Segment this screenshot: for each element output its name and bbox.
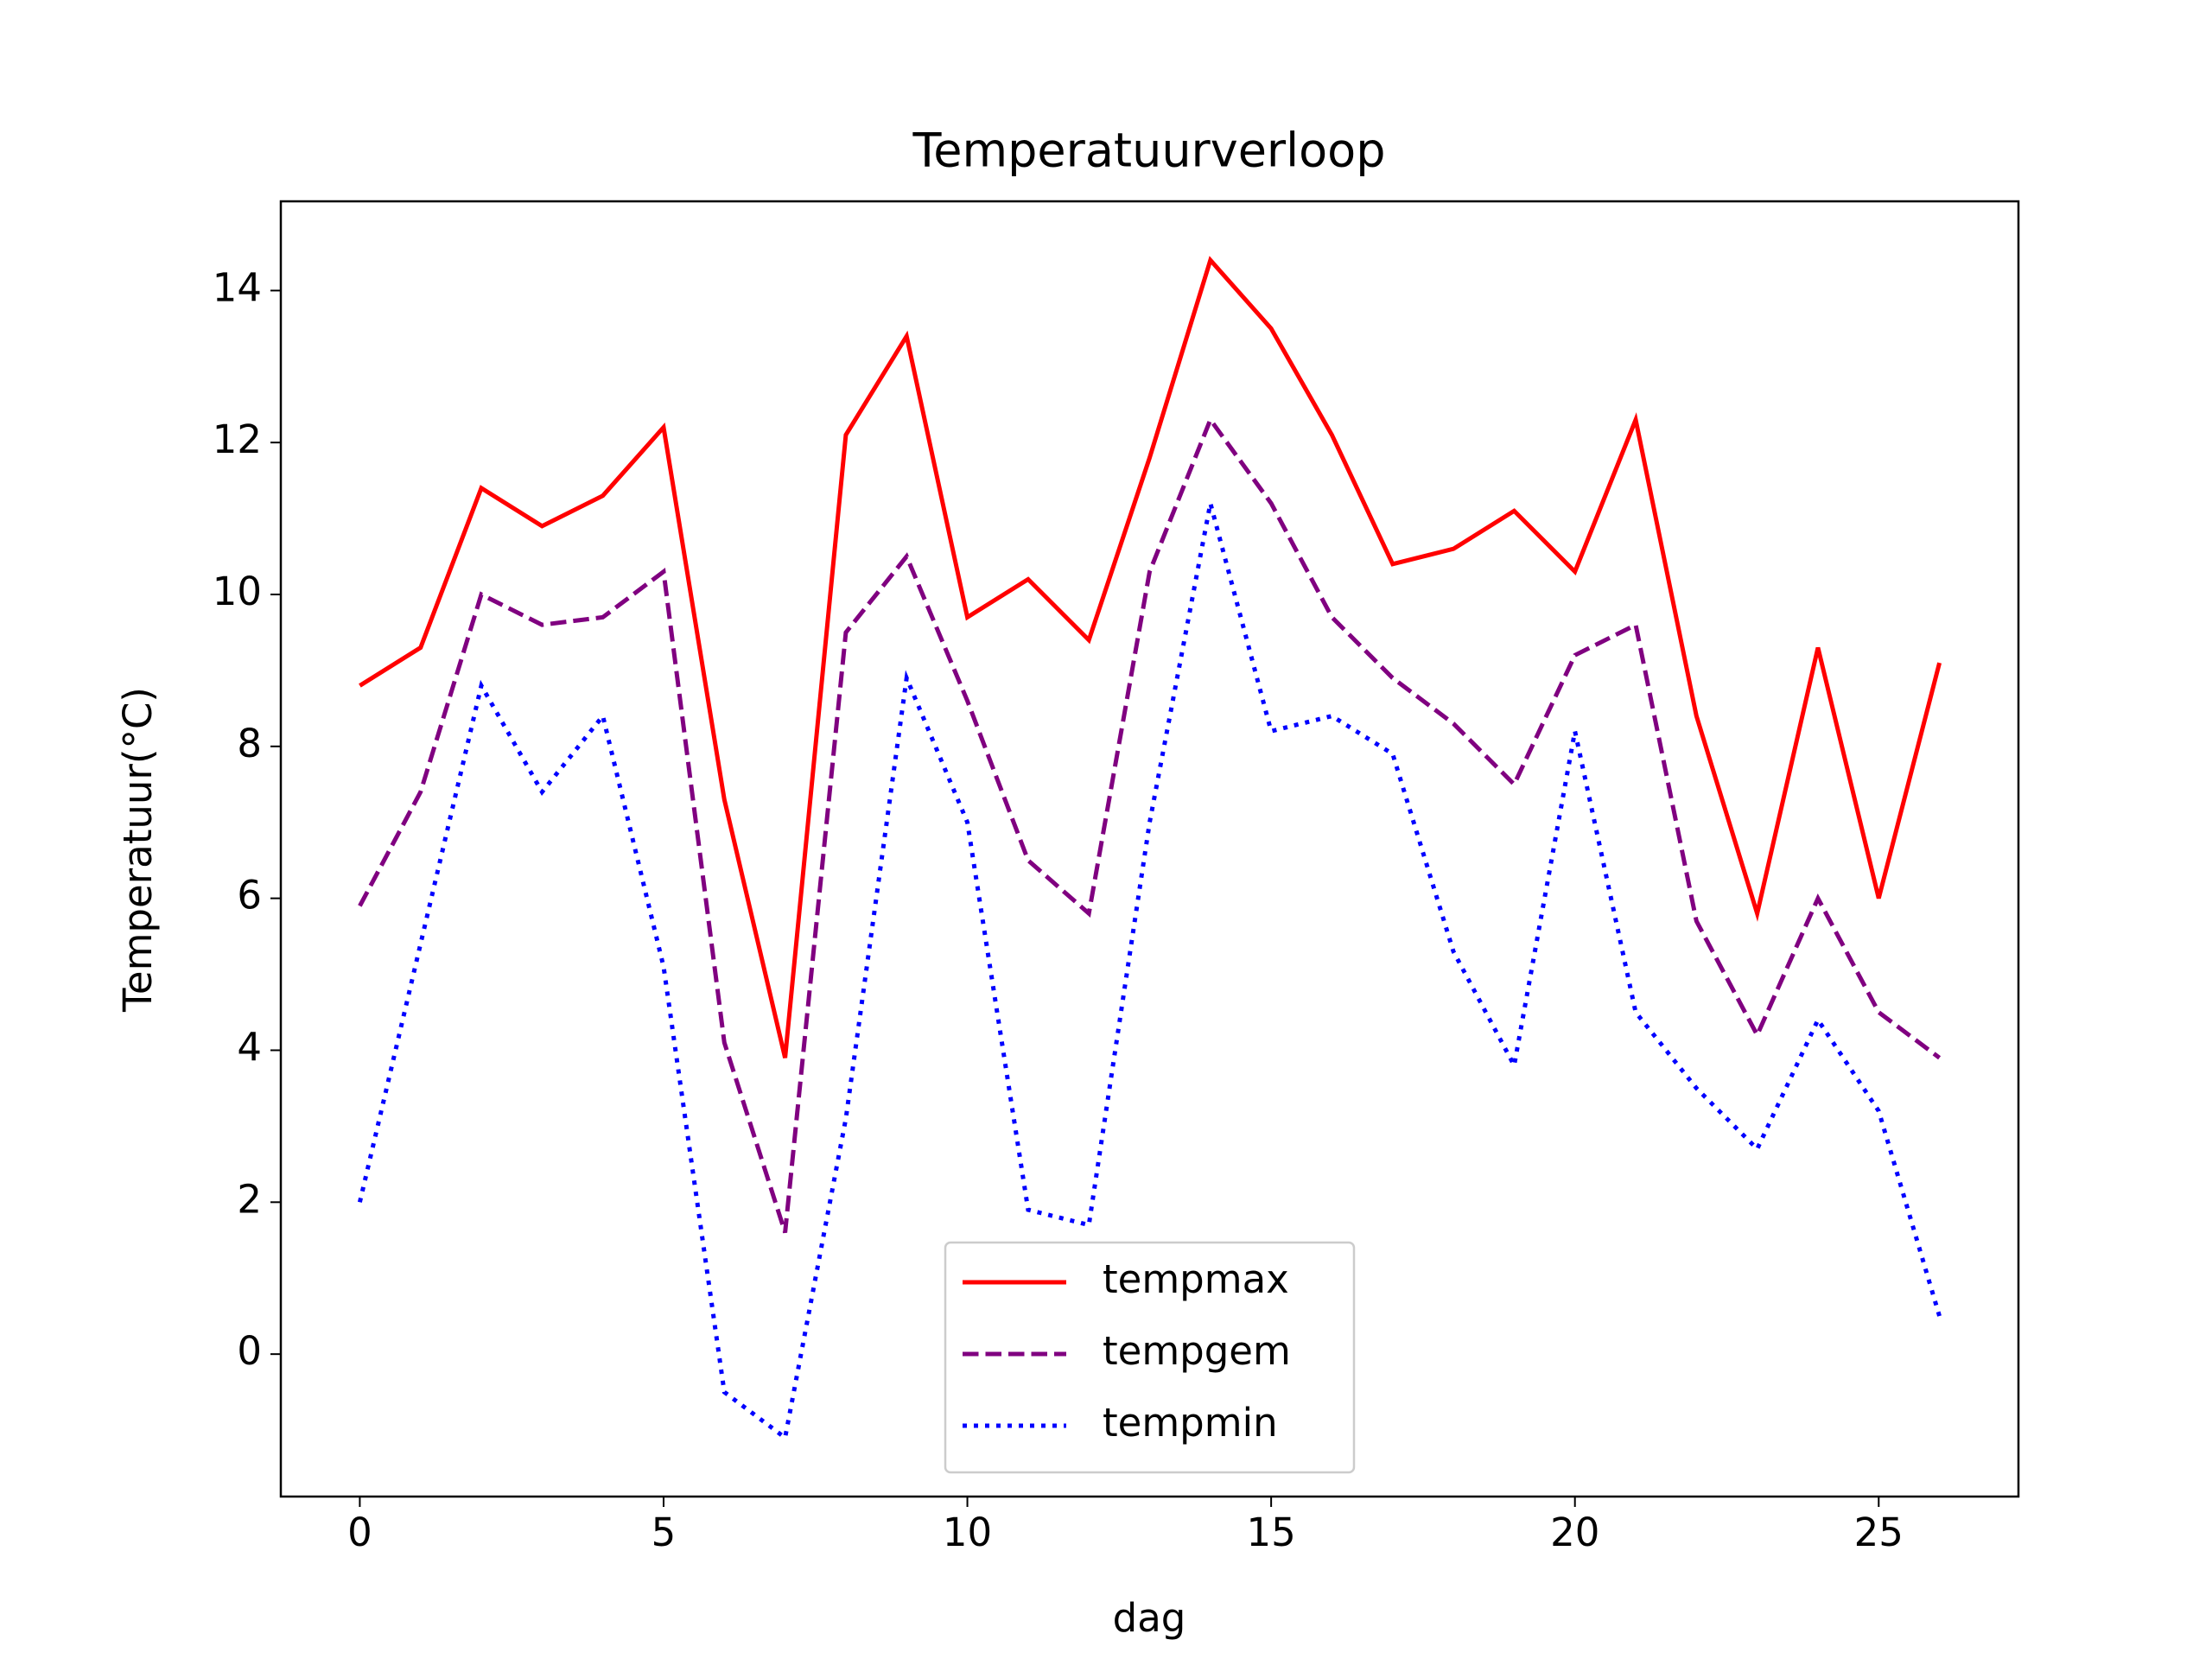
legend-label: tempmax xyxy=(1103,1256,1289,1302)
y-tick-label: 14 xyxy=(213,264,262,310)
y-tick-label: 0 xyxy=(237,1328,262,1374)
x-tick-label: 15 xyxy=(1246,1510,1295,1555)
x-tick-label: 0 xyxy=(347,1510,372,1555)
x-tick-label: 25 xyxy=(1854,1510,1904,1555)
y-tick-label: 12 xyxy=(213,416,262,462)
x-axis-label: dag xyxy=(1113,1595,1186,1641)
data-line xyxy=(357,502,1942,1442)
y-tick-label: 10 xyxy=(213,569,262,614)
data-line xyxy=(359,256,1942,1058)
x-tick-label: 10 xyxy=(943,1510,992,1555)
axes-frame xyxy=(279,200,2020,1498)
y-tick-label: 6 xyxy=(237,873,262,918)
chart-title: Temperatuurverloop xyxy=(912,124,1386,178)
y-tick-label: 8 xyxy=(237,721,262,766)
y-axis-label: Temperatuur(°C) xyxy=(115,687,161,1013)
legend-label: tempmin xyxy=(1103,1400,1278,1446)
y-tick-label: 2 xyxy=(237,1176,262,1222)
legend-label: tempgem xyxy=(1103,1328,1291,1374)
x-tick-label: 20 xyxy=(1550,1510,1599,1555)
y-tick-label: 4 xyxy=(237,1024,262,1070)
x-tick-label: 5 xyxy=(652,1510,677,1555)
data-line xyxy=(358,415,1942,1234)
legend-box xyxy=(944,1241,1356,1474)
